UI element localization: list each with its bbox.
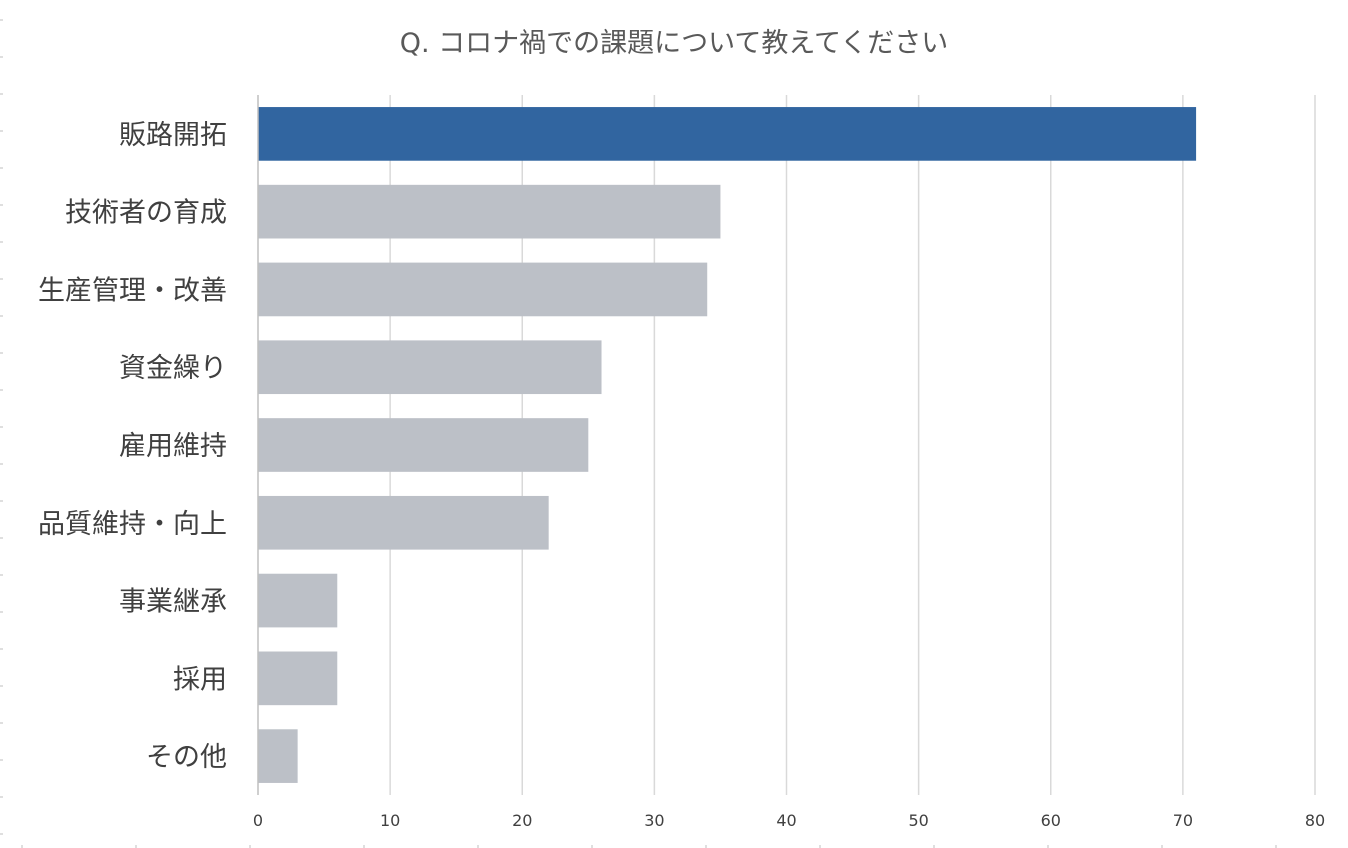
category-label-3: 生産管理・改善 bbox=[38, 275, 227, 306]
category-label-4: 資金繰り bbox=[119, 353, 227, 384]
bar-5 bbox=[258, 418, 589, 472]
x-tick-label-20: 20 bbox=[512, 811, 532, 830]
x-tick-label-50: 50 bbox=[908, 811, 928, 830]
bar-6 bbox=[258, 495, 549, 550]
x-tick-label-0: 0 bbox=[253, 811, 263, 830]
category-label-2: 技術者の育成 bbox=[65, 198, 227, 229]
category-label-6: 品質維持・向上 bbox=[38, 509, 227, 540]
category-label-5: 雇用維持 bbox=[119, 431, 227, 462]
x-tick-label-70: 70 bbox=[1173, 811, 1193, 830]
category-labels: 販路開拓技術者の育成生産管理・改善資金繰り雇用維持品質維持・向上事業継承採用その… bbox=[38, 120, 227, 773]
category-label-7: 事業継承 bbox=[119, 587, 227, 618]
bar-7 bbox=[258, 573, 338, 628]
x-tick-label-30: 30 bbox=[644, 811, 664, 830]
bar-8 bbox=[258, 651, 338, 706]
bars bbox=[258, 107, 1197, 783]
bar-9 bbox=[258, 729, 298, 783]
chart-title: Q. コロナ禍での課題について教えてください bbox=[400, 28, 948, 59]
category-label-9: その他 bbox=[146, 742, 227, 773]
category-label-1: 販路開拓 bbox=[119, 120, 227, 151]
bar-2 bbox=[258, 184, 721, 239]
x-tick-label-80: 80 bbox=[1305, 811, 1325, 830]
x-tick-label-60: 60 bbox=[1041, 811, 1061, 830]
bar-1 bbox=[258, 107, 1197, 161]
bar-4 bbox=[258, 340, 602, 395]
x-tick-labels: 0 10 20 30 40 50 60 70 80 bbox=[253, 811, 1325, 830]
x-tick-label-10: 10 bbox=[380, 811, 400, 830]
bar-3 bbox=[258, 262, 708, 317]
category-label-8: 採用 bbox=[173, 664, 227, 695]
x-tick-label-40: 40 bbox=[776, 811, 796, 830]
